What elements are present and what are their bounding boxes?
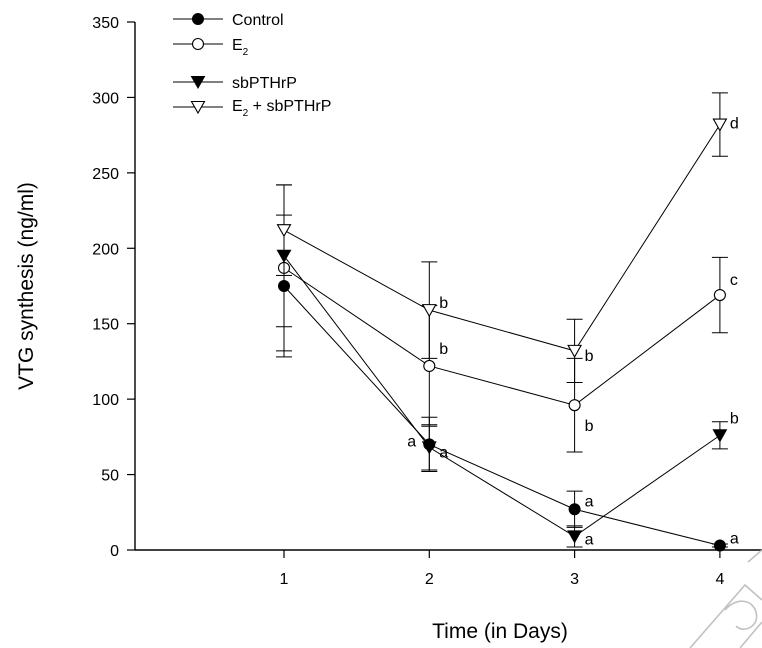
- series-sbpthrp: a a b: [276, 184, 739, 548]
- y-tick-label: 200: [92, 241, 119, 258]
- data-point: [567, 530, 583, 544]
- series-line: [283, 255, 721, 538]
- legend-marker-e2-sbpthrp: [190, 100, 206, 115]
- legend-label-e2-sbpthrp-sub: 2: [243, 108, 249, 119]
- significance-label: a: [439, 444, 448, 461]
- series-control: a a a: [276, 214, 739, 552]
- significance-label: b: [585, 348, 594, 365]
- legend-item-control: Control: [173, 12, 284, 29]
- significance-label: a: [407, 433, 416, 450]
- legend-label-e2-main: E: [232, 37, 243, 54]
- data-point: [567, 344, 583, 358]
- legend-label-e2-sbpthrp: E2 + sbPTHrP: [232, 98, 331, 119]
- significance-label: b: [585, 418, 594, 435]
- significance-label: b: [439, 295, 448, 312]
- legend-label-control: Control: [232, 12, 284, 29]
- legend-label-e2-sbpthrp-main: E: [232, 98, 243, 115]
- x-tick-label: 3: [570, 571, 579, 588]
- series-line: [283, 124, 721, 352]
- y-tick-label: 150: [92, 317, 119, 334]
- legend-marker-e2: [191, 37, 205, 51]
- data-point: [568, 399, 581, 412]
- series-line: [283, 285, 721, 546]
- legend-marker-sbpthrp: [190, 76, 206, 90]
- legend-label-e2-sub: 2: [243, 47, 249, 58]
- significance-label: a: [730, 530, 739, 547]
- series-e2: b b c: [276, 184, 738, 453]
- y-tick-label: 100: [92, 392, 119, 409]
- y-ticks: 0 50 100 150 200 250 300 350: [92, 15, 135, 560]
- data-point: [713, 289, 726, 302]
- x-tick-label: 1: [280, 571, 289, 588]
- axes: [134, 22, 762, 551]
- series-e2-sbpthrp: b b d: [276, 92, 739, 384]
- data-point: [276, 224, 292, 238]
- legend-item-sbpthrp: sbPTHrP: [173, 75, 297, 92]
- legend: Control E2 sbPTHrP E2 + sbPTHrP: [173, 12, 331, 119]
- x-axis-title: Time (in Days): [432, 620, 568, 643]
- data-point: [568, 503, 581, 516]
- legend-label-e2-sbpthrp-rest: + sbPTHrP: [248, 98, 331, 115]
- significance-label: b: [730, 410, 739, 427]
- series-line: [283, 267, 721, 406]
- x-tick-label: 4: [715, 571, 724, 588]
- stamp-watermark-icon: [689, 549, 762, 648]
- legend-marker-control: [192, 13, 204, 25]
- data-point: [423, 359, 436, 373]
- data-point: [712, 118, 728, 132]
- legend-label-e2: E2: [232, 37, 249, 58]
- significance-label: d: [730, 116, 739, 133]
- legend-item-e2: E2: [173, 37, 249, 58]
- series-layer: a a a b b c a a b b b d: [276, 92, 739, 552]
- y-tick-label: 0: [110, 543, 119, 560]
- data-point: [712, 429, 728, 443]
- significance-label: c: [730, 272, 738, 289]
- legend-label-sbpthrp: sbPTHrP: [232, 75, 297, 92]
- legend-item-e2-sbpthrp: E2 + sbPTHrP: [173, 98, 331, 119]
- significance-label: b: [439, 341, 448, 358]
- y-tick-label: 250: [92, 166, 119, 183]
- y-tick-label: 350: [92, 15, 119, 32]
- y-axis-title: VTG synthesis (ng/ml): [15, 182, 38, 390]
- data-point: [421, 441, 437, 455]
- y-tick-label: 50: [101, 468, 119, 485]
- y-tick-label: 300: [92, 90, 119, 107]
- data-point: [421, 304, 437, 318]
- x-tick-label: 2: [425, 571, 434, 588]
- significance-label: a: [585, 493, 594, 510]
- x-ticks: 1 2 3 4: [280, 550, 724, 588]
- data-point: [713, 539, 726, 552]
- significance-label: a: [585, 531, 594, 548]
